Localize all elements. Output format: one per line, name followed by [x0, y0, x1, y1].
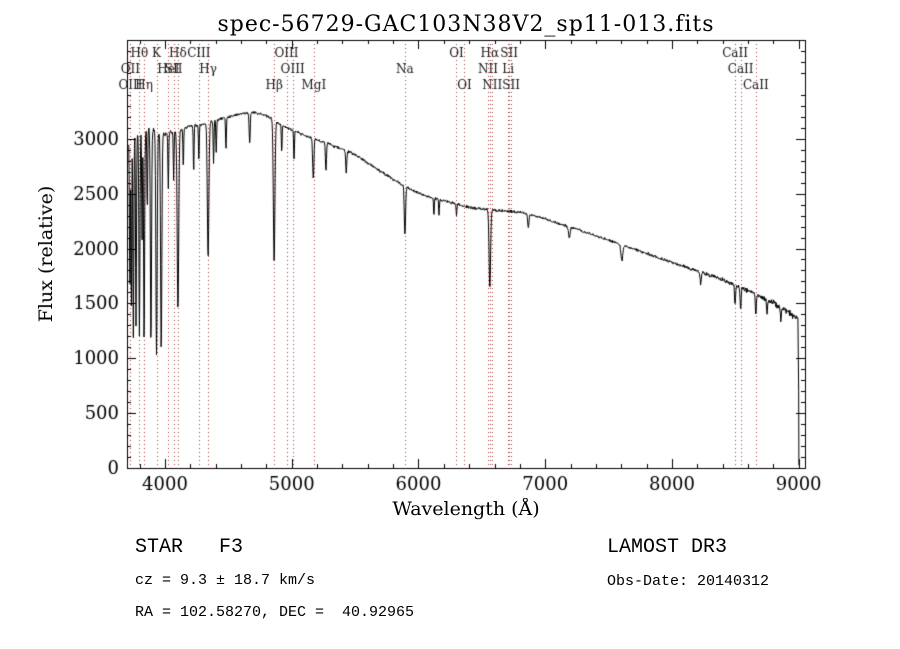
cz-text: cz = 9.3 ± 18.7 km/s: [135, 572, 316, 589]
survey-text: LAMOST DR3: [607, 536, 728, 559]
x-axis-label: Wavelength (Å): [392, 498, 540, 520]
plot-title: spec-56729-GAC103N38V2_sp11-013.fits: [217, 12, 715, 37]
obs-date-text: Obs-Date: 20140312: [607, 573, 770, 590]
ra-dec-text: RA = 102.58270, DEC = 40.92965: [135, 604, 415, 621]
classification-text: STAR F3: [135, 536, 244, 559]
y-axis-label: Flux (relative): [35, 185, 57, 323]
